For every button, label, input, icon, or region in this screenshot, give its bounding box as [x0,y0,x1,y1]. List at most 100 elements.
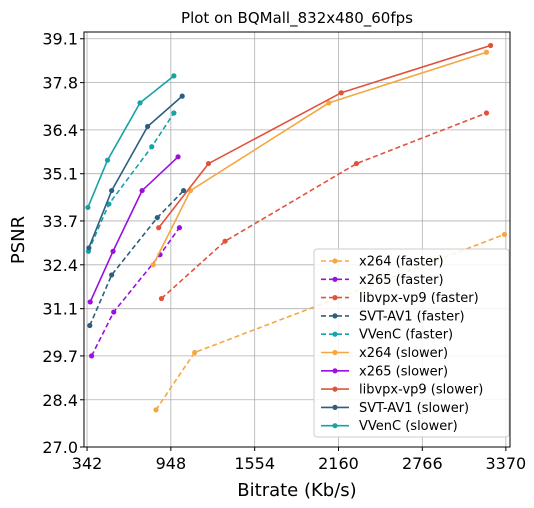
legend-marker [332,404,338,410]
legend-item: x264 (faster) [321,255,444,270]
data-point [158,295,165,302]
y-axis-label: PSNR [8,216,29,264]
data-point [145,123,151,130]
y-tick-label: 33.7 [42,212,78,231]
data-point [137,100,143,106]
series-line [152,51,487,266]
data-point [205,160,212,167]
data-point [111,309,117,315]
series-line [88,95,183,249]
legend-label: VVenC (faster) [359,328,453,343]
data-point [175,154,181,160]
legend-label: SVT-AV1 (faster) [359,309,465,324]
x-tick-labels: 342 948 1554 2160 2766 3370 [72,447,526,473]
x-tick-label: 1554 [234,454,275,473]
x-tick-label: 2160 [318,454,359,473]
data-point [87,299,93,305]
legend-label: libvpx-vp9 (slower) [359,383,483,398]
series-line [160,112,487,300]
series-line [90,227,181,357]
legend-marker [332,368,338,374]
chart-title: Plot on BQMall_832x480_60fps [181,9,413,28]
legend-label: x264 (faster) [359,255,444,270]
legend-marker [332,258,338,264]
data-point [171,73,177,79]
data-point [353,160,360,167]
legend: x264 (faster) x265 (faster) libvpx-vp9 (fa… [313,248,510,438]
legend-marker [332,423,338,429]
legend-marker [332,349,338,356]
series-6 [87,154,181,305]
legend-label: x264 (slower) [359,346,448,361]
data-point [483,49,490,55]
series-7 [156,42,494,231]
legend-item: VVenC (faster) [321,328,453,343]
series-line [158,44,491,229]
y-tick-label: 37.8 [42,74,78,93]
legend-label: libvpx-vp9 (faster) [359,291,479,306]
series-8 [86,93,185,251]
legend-marker [332,313,338,319]
series-line [87,112,175,252]
series-2 [158,110,490,302]
data-point [488,42,494,49]
legend-item: x264 (slower) [321,346,448,361]
data-point [501,231,508,238]
data-point [104,157,111,163]
data-point [109,272,115,278]
x-tick-label: 342 [72,454,103,473]
series-9 [85,73,177,211]
data-point [180,187,187,194]
x-tick-label: 948 [156,454,187,473]
legend-marker [332,295,338,301]
legend-label: VVenC (slower) [359,419,458,434]
data-point [154,214,160,221]
data-point [89,353,95,359]
data-point [483,110,490,116]
series-line [89,190,185,326]
data-point [149,144,155,150]
legend-marker [332,331,338,337]
data-point [87,322,93,329]
data-point [192,349,198,356]
x-tick-label: 2766 [402,454,443,473]
y-tick-label: 29.7 [42,347,78,366]
legend-label: SVT-AV1 (slower) [359,401,469,416]
series-line [87,75,175,208]
legend-item: x265 (faster) [321,273,444,288]
legend-label: x265 (faster) [359,273,444,288]
data-point [85,204,91,211]
y-tick-label: 32.4 [42,256,78,275]
y-tick-label: 31.1 [42,300,78,319]
y-tick-label: 36.4 [42,121,78,140]
legend-box [313,248,510,438]
y-tick-label: 27.0 [42,438,78,457]
data-point [139,187,145,194]
legend-item: SVT-AV1 (faster) [321,309,465,324]
x-axis-label: Bitrate (Kb/s) [237,480,356,501]
data-point [86,245,92,251]
legend-item: libvpx-vp9 (slower) [321,383,483,398]
data-point [171,110,177,116]
data-point [153,407,159,413]
plot-frame [83,31,511,448]
y-tick-labels: 27.0 28.4 29.7 31.1 32.4 33.7 35.1 36.4 37.8 39.1 [42,30,84,457]
data-point [222,238,228,244]
y-tick-label: 39.1 [42,30,78,49]
data-point [326,100,332,106]
series-layer [85,42,508,413]
legend-label: x265 (slower) [359,364,448,379]
data-point [176,225,183,231]
data-point [109,187,115,194]
y-tick-label: 28.4 [42,391,78,410]
data-point [179,93,185,99]
data-point [110,248,116,254]
legend-item: VVenC (slower) [321,419,458,434]
data-point [150,262,156,268]
x-tick-label: 3370 [485,454,526,473]
series-line [89,156,179,303]
legend-item: SVT-AV1 (slower) [321,401,469,416]
series-5 [150,49,490,268]
legend-marker [332,386,338,392]
